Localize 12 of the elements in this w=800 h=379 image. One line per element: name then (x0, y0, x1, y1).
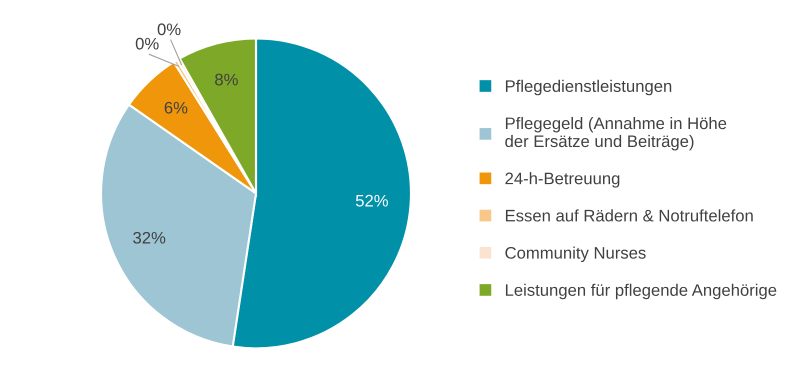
legend-label: 24-h-Betreuung (505, 172, 620, 188)
data-label: 0% (158, 23, 181, 36)
data-label: 6% (164, 102, 188, 114)
legend-label: Community Nurses (505, 246, 646, 262)
legend-label: Essen auf Rädern & Notruftelefon (506, 209, 753, 222)
legend-label: Leistungen für pflegende Angehörige (506, 284, 776, 300)
data-label: 8% (215, 74, 238, 86)
data-label: 52% (356, 194, 388, 207)
data-label: 32% (133, 232, 166, 244)
data-label: 0% (136, 38, 159, 50)
legend-label: Pflegedienstleistungen (506, 80, 672, 96)
legend-label: Pflegegeld (Annahme in Höhe der Ersätze und Beiträge) (505, 116, 726, 150)
